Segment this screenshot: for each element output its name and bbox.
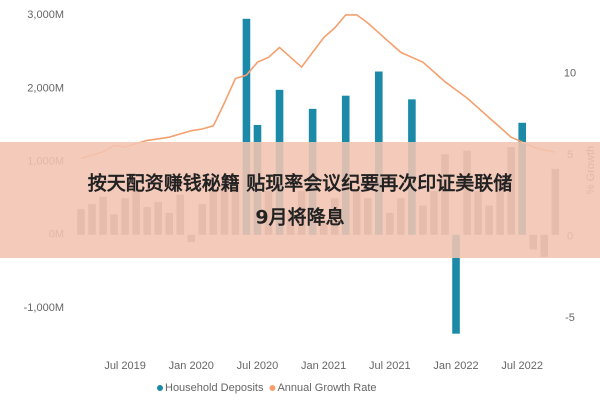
growth-line xyxy=(80,14,556,160)
bar xyxy=(452,234,460,334)
y-tick-label: 3,000M xyxy=(27,9,64,21)
y-tick-label: 2,000M xyxy=(27,82,64,94)
x-tick-label: Jul 2019 xyxy=(104,360,146,372)
legend-label: Annual Growth Rate xyxy=(277,382,376,394)
legend-label: Household Deposits xyxy=(165,382,264,394)
bar xyxy=(242,18,251,235)
y-tick-label: -1,000M xyxy=(24,302,64,314)
y2-tick-label: 10 xyxy=(564,67,576,79)
overlay-text: 按天配资赚钱秘籍 贴现率会议纪要再次印证美联储 xyxy=(88,172,513,195)
overlay-text: 9月将降息 xyxy=(255,206,344,229)
x-tick-label: Jul 2022 xyxy=(501,360,543,372)
x-tick-label: Jan 2022 xyxy=(433,360,478,372)
x-tick-label: Jul 2021 xyxy=(369,360,411,372)
x-tick-label: Jan 2021 xyxy=(301,360,346,372)
x-tick-label: Jul 2020 xyxy=(237,360,279,372)
x-tick-label: Jan 2020 xyxy=(169,360,214,372)
y2-tick-label: -5 xyxy=(565,312,575,324)
legend-marker xyxy=(157,385,163,391)
legend-marker xyxy=(269,385,276,391)
overlay-banner xyxy=(0,142,600,258)
